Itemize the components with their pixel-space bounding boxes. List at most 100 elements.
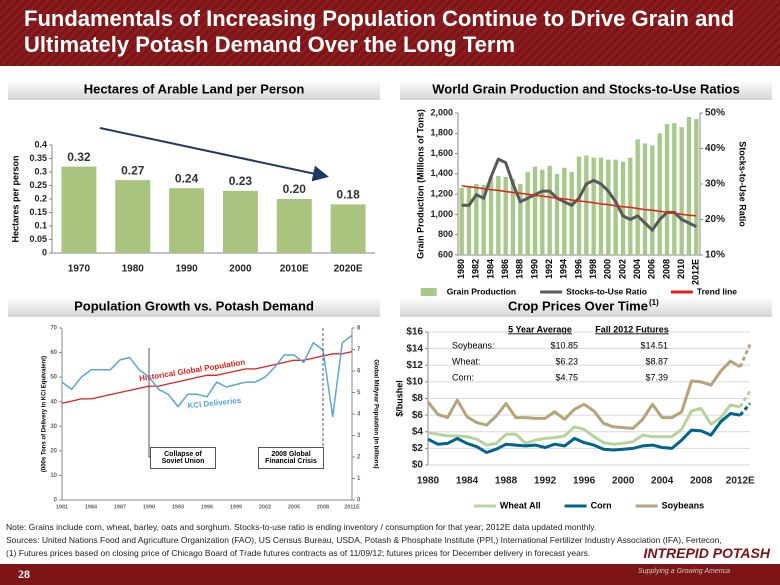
bar (620, 161, 626, 255)
table-header: 5 Year Average (508, 324, 572, 334)
y-tick-label: $8 (412, 393, 424, 404)
chart-title-note: (1) (649, 298, 659, 307)
x-tick-label: 1999 (230, 504, 242, 510)
bar (598, 157, 604, 255)
y-tick-label: $14 (406, 343, 423, 354)
line (61, 350, 353, 404)
table-cell: $8.87 (645, 356, 668, 366)
slide-title: Fundamentals of Increasing Population Co… (24, 6, 735, 57)
y-tick-label: 70 (50, 326, 57, 332)
bar (488, 176, 494, 255)
footer-band: 28 Supplying a Growing America (0, 564, 780, 585)
x-tick-label: 1998 (588, 259, 598, 279)
table-cell: $6.23 (555, 356, 578, 366)
bar (330, 204, 366, 253)
bar (459, 188, 464, 255)
x-tick-label: 1987 (114, 504, 126, 510)
y2-tick-label: 30% (705, 179, 725, 190)
y-tick-label: 60 (50, 350, 57, 356)
y-tick-label: $2 (412, 443, 424, 454)
y-tick-label: $0 (412, 460, 424, 471)
y-tick-label: $6 (412, 410, 424, 421)
bar (496, 175, 501, 255)
x-tick-label: 1990 (529, 259, 539, 279)
y2-tick-label: 2 (357, 455, 361, 461)
y2-tick-label: 8 (357, 326, 361, 332)
bar (540, 169, 545, 255)
footnote: (1) Futures prices based on closing pric… (6, 548, 591, 558)
series-label: Historical Global Population (139, 358, 246, 384)
value-label: 0.18 (336, 188, 360, 202)
table-cell: $4.75 (555, 372, 578, 382)
x-tick-label: 2002 (259, 504, 271, 510)
y-tick-label: 0.35 (29, 153, 47, 163)
legend-label: Corn (591, 500, 612, 510)
bar (115, 180, 151, 253)
value-label: 0.24 (175, 171, 199, 185)
bar (525, 171, 530, 255)
x-tick-label: 2011E (344, 504, 360, 510)
panel-strip (8, 297, 380, 317)
bar (562, 167, 567, 255)
line (427, 412, 741, 454)
y-tick-label: 0.15 (29, 207, 47, 217)
x-tick-label: 1992 (534, 476, 557, 487)
y-tick-label: 30 (50, 424, 57, 430)
legend-label: Stocks-to-Use Ratio (566, 286, 647, 296)
x-tick-label: 2000 (612, 476, 635, 487)
legend-label: Grain Production (447, 286, 516, 296)
value-label: 0.27 (121, 163, 145, 177)
legend-label: Wheat All (500, 500, 541, 510)
trend-arrow (99, 127, 329, 182)
bar (554, 173, 560, 255)
bar (481, 185, 486, 255)
x-tick-label: 1992 (544, 259, 554, 279)
x-tick-label: 1996 (573, 259, 583, 279)
panel-strip (400, 297, 772, 317)
panel-strip (8, 80, 380, 100)
value-label: 0.32 (67, 150, 91, 164)
x-tick-label: 2006 (647, 259, 657, 279)
annotation: Collapse of Soviet Union (150, 447, 216, 469)
line (426, 359, 741, 430)
bar (606, 159, 611, 255)
x-tick-label: 1984 (85, 504, 98, 510)
page-number: 28 (18, 567, 30, 581)
bar (532, 166, 538, 255)
header-band: Fundamentals of Increasing Population Co… (0, 0, 780, 66)
y-tick-label: 50 (50, 375, 57, 381)
y-tick-label: $12 (406, 360, 423, 371)
bar (474, 184, 479, 255)
x-tick-label: 1984 (485, 259, 495, 279)
y-tick-label: 1,600 (430, 148, 453, 158)
bar (591, 157, 596, 255)
bar (642, 143, 648, 255)
x-tick-label: 1980 (122, 264, 145, 275)
forecast-line (739, 402, 752, 417)
table-header: Fall 2012 Futures (595, 324, 669, 334)
x-tick-label: 1994 (559, 259, 569, 279)
x-tick-label: 2012E (691, 259, 701, 285)
bar (547, 165, 552, 255)
y-axis-label: (000s Tons of Delivery in KCl Equivalent… (42, 356, 48, 472)
bar (635, 139, 640, 255)
y-tick-label: 0 (42, 247, 47, 257)
x-tick-label: 1970 (68, 264, 91, 275)
y2-tick-label: 1 (357, 476, 361, 482)
y2-tick-label: 4 (357, 412, 361, 418)
bar (613, 159, 618, 255)
table-cell: $14.51 (640, 340, 668, 350)
chart-title: Population Growth vs. Potash Demand (74, 298, 314, 313)
y-tick-label: 800 (438, 229, 453, 239)
bar (672, 123, 677, 256)
y2-tick-label: 7 (357, 347, 361, 353)
bar (569, 171, 574, 255)
x-tick-label: 1980 (417, 476, 440, 487)
y2-tick-label: 6 (357, 369, 361, 375)
bar (61, 166, 97, 253)
bar (686, 117, 692, 255)
x-tick-label: 2000 (603, 259, 613, 279)
x-tick-label: 1993 (172, 504, 184, 510)
y-tick-label: 1,400 (430, 168, 453, 178)
footnote: Sources: United Nations Food and Agricul… (6, 535, 722, 545)
